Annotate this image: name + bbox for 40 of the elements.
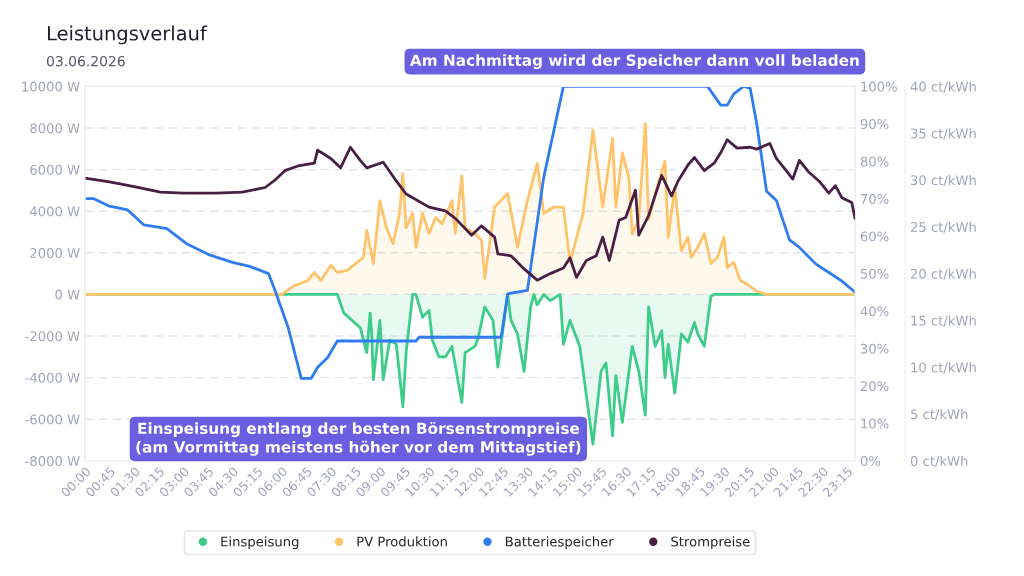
legend-label: Batteriespeicher [505, 536, 614, 550]
y3-tick-label: 30 ct/kWh [910, 174, 976, 187]
y-tick-label: 4000 W [29, 206, 80, 217]
y3-tick-label: 25 ct/kWh [910, 221, 976, 234]
y3-tick-label: 40 ct/kWh [910, 81, 976, 93]
y2-tick-label: 50% [860, 268, 889, 279]
y2-tick-label: 90% [860, 119, 889, 130]
line-series [84, 138, 856, 282]
y3-tick-label: 20 ct/kWh [910, 268, 976, 280]
y3-tick-label: 35 ct/kWh [910, 128, 976, 140]
y-tick-label: -2000 W [25, 331, 80, 342]
y2-tick-label: 100% [861, 81, 897, 92]
y-tick-label: -6000 W [25, 414, 80, 425]
y-tick-label: 2000 W [30, 248, 80, 258]
y2-tick-label: 20% [860, 381, 889, 392]
y2-tick-label: 30% [860, 343, 889, 354]
legend-label: PV Produktion [357, 536, 447, 547]
y-tick-label: 0 W [55, 289, 80, 300]
y-tick-label: -4000 W [25, 372, 80, 383]
legend-label: Strompreise [671, 536, 750, 550]
line-series [84, 86, 856, 380]
y-tick-label: 8000 W [30, 123, 80, 134]
annotation: Einspeisung entlang der besten Börsenstrompreise (am Vormittag meistens höher vor dem Mittagstief) [136, 422, 581, 456]
y-tick-label: 6000 W [30, 164, 80, 175]
chart-title: Leistungsverlauf [47, 25, 208, 45]
y2-tick-label: 10% [861, 418, 889, 429]
y2-tick-label: 60% [860, 231, 889, 242]
legend-label: Einspeisung [221, 536, 299, 550]
y3-tick-label: 15 ct/kWh [911, 315, 976, 327]
y-tick-label: 10000 W [22, 81, 80, 92]
y3-tick-label: 10 ct/kWh [911, 362, 976, 374]
y2-tick-label: 80% [860, 156, 889, 167]
y2-tick-label: 0% [860, 456, 881, 466]
chart-subtitle: 03.06.2026 [47, 55, 125, 67]
y2-tick-label: 40% [860, 306, 889, 317]
y-tick-label: -8000 W [25, 456, 80, 466]
text: Am Nachmittag wird der Speicher dann voll beladen [409, 54, 859, 70]
y3-tick-label: 0 ct/kWh [910, 455, 968, 468]
y3-tick-label: 5 ct/kWh [910, 408, 968, 421]
y2-tick-label: 70% [860, 193, 889, 204]
